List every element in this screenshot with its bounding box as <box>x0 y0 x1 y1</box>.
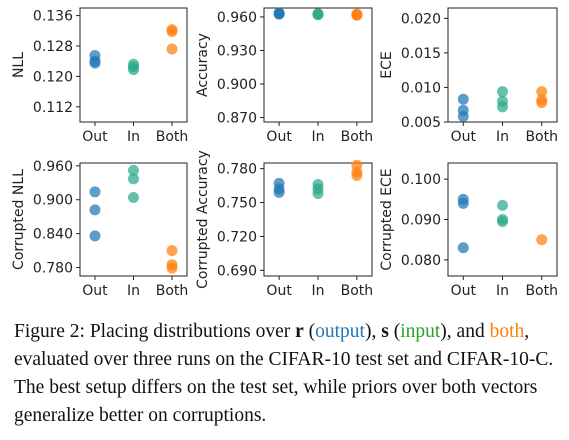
data-point-out <box>89 50 101 61</box>
data-point-both <box>166 245 178 257</box>
data-point-in <box>312 8 324 20</box>
x-tick-label: Both <box>156 283 189 299</box>
x-tick-label: Out <box>82 129 108 145</box>
y-axis-label: Corrupted ECE <box>379 168 395 270</box>
caption-lead: Figure 2: Placing distributions over <box>14 321 296 342</box>
x-tick-label: Both <box>341 129 374 145</box>
y-tick-label: 0.960 <box>217 10 257 26</box>
caption-output-word: output <box>315 321 365 342</box>
data-point-in <box>497 95 508 107</box>
y-axis-label: NLL <box>11 52 27 78</box>
data-point-both <box>536 234 548 246</box>
x-tick-label: Out <box>266 283 292 299</box>
panel-ece: 0.005 0.010 0.015 0.020 Out In Both ECE <box>379 7 558 145</box>
y-tick-label: 0.780 <box>33 261 73 277</box>
y-tick-label: 0.080 <box>401 253 441 269</box>
y-tick-label: 0.112 <box>33 100 73 116</box>
y-tick-label: 0.870 <box>217 111 257 127</box>
data-point-out <box>89 204 101 216</box>
y-tick-label: 0.015 <box>401 46 441 62</box>
caption-paren-2: ( <box>388 321 401 342</box>
x-tick-label: Out <box>82 283 108 299</box>
x-tick-label: Both <box>341 283 374 299</box>
x-tick-label: In <box>496 283 509 299</box>
data-point-in <box>128 58 139 70</box>
figure-panels: 0.112 0.120 0.128 0.136 Out In Both NLL 0.870 0.9… <box>11 7 558 299</box>
data-point-out <box>457 93 469 105</box>
data-point-both <box>166 24 178 36</box>
data-point-both <box>166 259 178 271</box>
x-tick-label: Out <box>266 129 292 145</box>
panel-corrupted-accuracy: 0.690 0.720 0.750 0.780 Out In Both Corrupted A… <box>195 150 373 299</box>
y-tick-label: 0.840 <box>33 227 73 243</box>
data-point-out <box>273 177 285 189</box>
data-point-in <box>128 164 139 176</box>
data-point-out <box>457 193 469 205</box>
y-tick-label: 0.720 <box>217 229 257 245</box>
data-point-both <box>536 86 548 98</box>
y-tick-label: 0.136 <box>33 9 73 25</box>
y-tick-label: 0.005 <box>401 115 441 131</box>
data-point-in <box>128 191 139 203</box>
x-tick-label: Out <box>451 283 477 299</box>
caption-input-word: input <box>400 321 441 342</box>
y-tick-label: 0.960 <box>33 159 73 175</box>
x-tick-label: In <box>311 283 324 299</box>
panel-corrupted-nll: 0.780 0.840 0.900 0.960 Out In Both Corrupted N… <box>11 159 188 299</box>
data-point-out <box>457 104 469 116</box>
data-point-out <box>457 242 469 254</box>
data-point-in <box>497 199 508 211</box>
data-point-both <box>351 8 363 20</box>
x-tick-label: Both <box>525 129 558 145</box>
y-tick-label: 0.020 <box>401 11 441 27</box>
x-tick-label: In <box>127 283 140 299</box>
y-tick-label: 0.900 <box>217 77 257 93</box>
data-point-in <box>128 173 139 185</box>
y-tick-label: 0.120 <box>33 69 73 85</box>
caption-paren-1: ( <box>303 321 316 342</box>
caption-both-word: both <box>489 321 525 342</box>
data-point-in <box>497 214 508 225</box>
x-tick-label: Out <box>451 129 477 145</box>
panel-corrupted-ece: 0.080 0.090 0.100 Out In Both Corrupted ECE <box>379 162 558 299</box>
data-point-out <box>89 230 101 242</box>
y-tick-label: 0.750 <box>217 196 257 212</box>
data-point-in <box>497 86 508 98</box>
caption-rest: , evaluated over three runs on the CIFAR… <box>14 321 554 426</box>
data-point-both <box>351 159 363 171</box>
y-tick-label: 0.930 <box>217 43 257 59</box>
y-axis-label: ECE <box>379 51 395 78</box>
y-axis-label: Corrupted NLL <box>11 169 27 270</box>
data-point-both <box>166 43 178 55</box>
caption-symbol-s: s <box>381 321 389 342</box>
figure-caption: Figure 2: Placing distributions over r (… <box>14 318 562 430</box>
data-point-both <box>536 94 548 106</box>
y-tick-label: 0.780 <box>217 162 257 178</box>
panel-nll: 0.112 0.120 0.128 0.136 Out In Both NLL <box>11 7 189 145</box>
x-tick-label: In <box>496 129 509 145</box>
y-tick-label: 0.690 <box>217 263 257 279</box>
x-tick-label: In <box>127 129 140 145</box>
y-tick-label: 0.100 <box>401 172 441 188</box>
y-axis-label: Corrupted Accuracy <box>195 150 211 289</box>
caption-symbol-r: r <box>295 321 304 342</box>
x-tick-label: Both <box>156 129 189 145</box>
y-tick-label: 0.090 <box>401 213 441 229</box>
data-point-out <box>273 7 285 19</box>
caption-mid-2: ), and <box>440 321 490 342</box>
data-point-in <box>312 178 324 190</box>
caption-mid-1: ), <box>364 321 382 342</box>
y-tick-label: 0.010 <box>401 80 441 96</box>
x-tick-label: Both <box>525 283 558 299</box>
y-tick-label: 0.900 <box>33 193 73 209</box>
axes-frame-accuracy <box>263 7 373 123</box>
data-point-out <box>89 186 101 198</box>
y-tick-label: 0.128 <box>33 39 73 55</box>
y-axis-label: Accuracy <box>195 33 211 97</box>
x-tick-label: In <box>311 129 324 145</box>
panel-accuracy: 0.870 0.900 0.930 0.960 Out In Both Accuracy <box>195 7 374 145</box>
